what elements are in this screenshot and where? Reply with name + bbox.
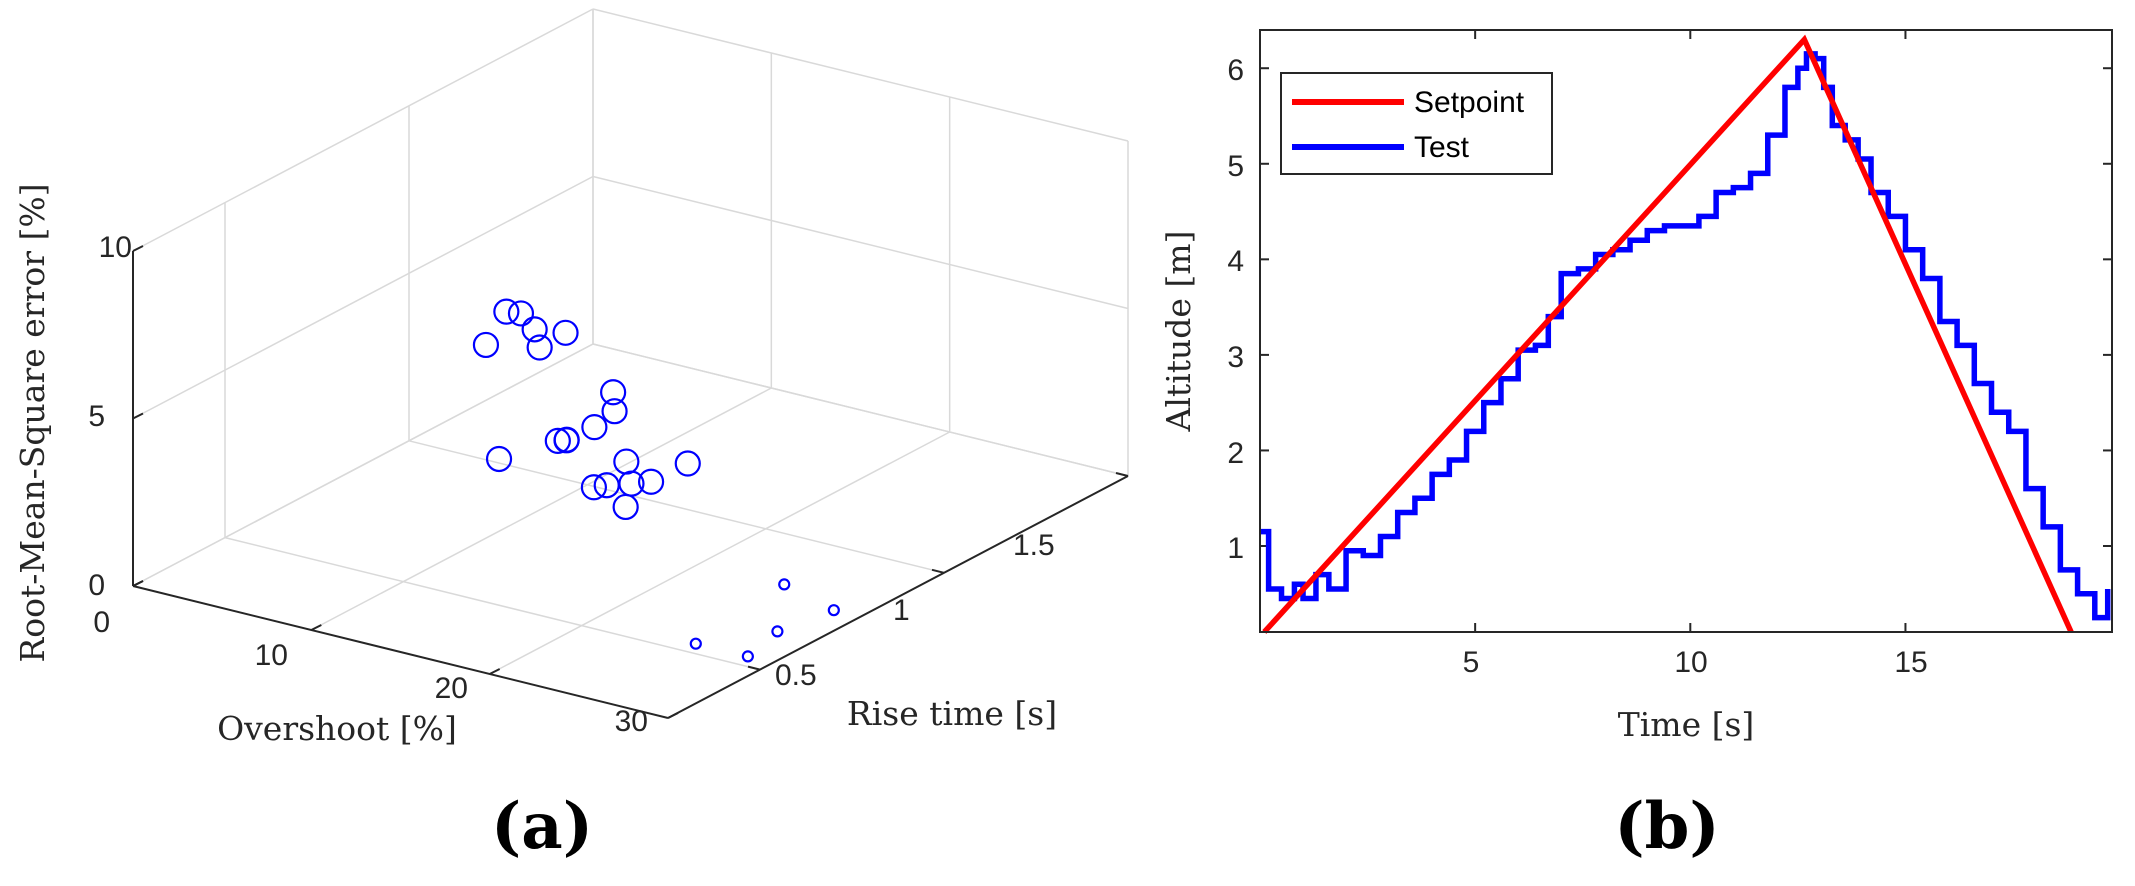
x-tick-label: 10	[1674, 646, 1707, 679]
scatter-point	[741, 650, 754, 663]
scatter-point	[472, 331, 500, 359]
legend-label-setpoint: Setpoint	[1414, 86, 1525, 119]
panel-label-b: (b)	[1614, 789, 1719, 864]
x-tick-mark	[310, 624, 322, 631]
scatter-point	[827, 604, 840, 617]
scatter-point	[689, 637, 702, 650]
x-tick-mark	[132, 580, 144, 587]
scatter-point	[485, 445, 513, 473]
grid-line	[592, 175, 1129, 310]
scatter-point	[771, 625, 784, 638]
y-tick-label: 1	[1227, 532, 1244, 565]
x-tick-label: 30	[615, 705, 648, 738]
grid-line	[408, 440, 945, 574]
grid-line	[592, 8, 1129, 142]
scatter-point	[544, 427, 571, 454]
scatter-3d-chart: 0 5 10 0 10 20 30 0.5 1 1.5 Root-Mean-Sq…	[13, 8, 1129, 864]
grid-line	[224, 536, 761, 671]
y-tick-mark	[1115, 472, 1129, 477]
scatter-point	[553, 427, 580, 454]
x-tick-mark	[667, 712, 679, 719]
y-tick-label: 5	[1227, 150, 1244, 183]
z-tick-mark	[132, 412, 144, 420]
scatter-point	[580, 474, 608, 501]
grid-line	[132, 8, 594, 252]
x-axis-label: Overshoot [%]	[217, 709, 457, 748]
legend-box	[1280, 72, 1553, 175]
x-tick-label: 5	[1463, 646, 1480, 679]
axis-ticks	[1260, 30, 2112, 632]
panel-label-a: (a)	[491, 789, 593, 864]
z-tick-label: 5	[88, 400, 105, 433]
scatter-point	[637, 468, 665, 495]
scatter-point	[493, 298, 520, 325]
scatter-point	[526, 334, 553, 361]
grid-line	[592, 343, 1129, 477]
y-tick-label: 0.5	[775, 659, 817, 692]
legend-label-test: Test	[1414, 131, 1470, 164]
y-tick-label: 2	[1227, 437, 1244, 470]
y-tick-label: 1	[893, 594, 910, 627]
scatter-point	[521, 316, 548, 343]
grid-line	[132, 175, 594, 420]
y-tick-mark	[931, 568, 945, 574]
z-tick-label: 0	[88, 569, 105, 602]
grid-line	[489, 431, 951, 675]
x-tick-label: 10	[255, 639, 288, 672]
y-tick-label: 6	[1227, 54, 1244, 87]
x-tick-mark	[489, 668, 501, 675]
x-tick-label: 0	[93, 606, 110, 639]
z-tick-mark	[132, 245, 144, 252]
x-tick-label: 20	[435, 672, 468, 705]
z-tick-label: 10	[99, 231, 132, 264]
x-tick-label: 15	[1894, 646, 1927, 679]
series-lines	[1260, 34, 2111, 634]
scatter-point	[613, 448, 640, 475]
y-tick-mark	[747, 665, 761, 671]
y-axis-label: Rise time [s]	[847, 694, 1057, 733]
altitude-line-chart: 5 10 15 1 2 3 4 5 6 Time [s] Altitude [m…	[1159, 29, 2113, 864]
y-tick-label: 4	[1227, 245, 1244, 278]
legend: Setpoint Test	[1280, 72, 1553, 175]
scatter-point	[601, 398, 628, 425]
scatter-point	[581, 414, 608, 441]
3d-axes	[132, 245, 1129, 719]
series-line-test	[1260, 51, 2111, 621]
y-tick-label: 1.5	[1013, 529, 1055, 562]
grid-line	[310, 387, 772, 631]
scatter-point	[552, 319, 579, 346]
scatter-points	[472, 298, 840, 663]
plot-frame	[1259, 29, 2113, 633]
y-tick-label: 3	[1227, 341, 1244, 374]
scatter-point	[600, 379, 627, 406]
grid-line	[132, 343, 594, 587]
3d-grid	[132, 8, 1129, 719]
scatter-point	[507, 300, 535, 327]
y-axis-line	[667, 475, 1129, 719]
z-axis-label: Root-Mean-Square error [%]	[13, 183, 52, 662]
series-line-setpoint	[1262, 34, 2074, 634]
scatter-point	[674, 450, 701, 477]
scatter-point	[612, 493, 639, 521]
y-axis-label: Altitude [m]	[1159, 231, 1198, 433]
scatter-point	[778, 578, 791, 591]
x-axis-line	[132, 585, 669, 719]
x-axis-label: Time [s]	[1618, 705, 1755, 744]
